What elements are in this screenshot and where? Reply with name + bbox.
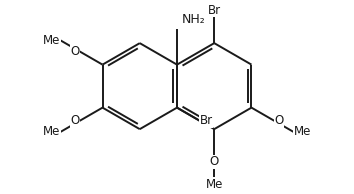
Text: NH₂: NH₂ bbox=[182, 13, 206, 26]
Text: O: O bbox=[70, 114, 80, 127]
Text: O: O bbox=[210, 155, 219, 168]
Text: Me: Me bbox=[43, 126, 61, 139]
Text: Me: Me bbox=[206, 178, 223, 191]
Text: Me: Me bbox=[43, 34, 61, 47]
Text: Br: Br bbox=[208, 4, 221, 17]
Text: O: O bbox=[70, 45, 80, 58]
Text: O: O bbox=[274, 114, 284, 127]
Text: Br: Br bbox=[200, 114, 213, 127]
Text: Me: Me bbox=[293, 126, 311, 139]
